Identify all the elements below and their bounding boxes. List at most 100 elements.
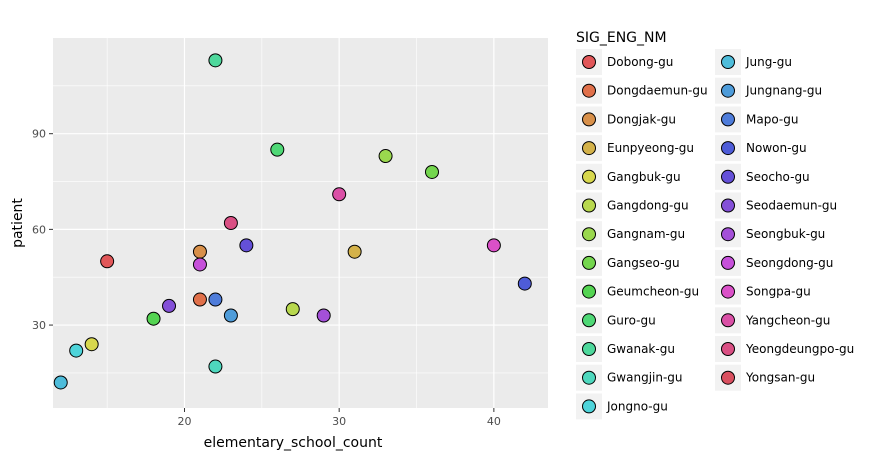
legend-label: Gwangjin-gu: [607, 371, 683, 385]
point-dobong-gu: [100, 254, 115, 269]
legend-title: SIG_ENG_NM: [576, 30, 667, 46]
y-axis-title: patient: [10, 198, 26, 248]
point-gangnam-gu: [378, 149, 393, 164]
legend-key: [721, 255, 735, 270]
point-dongjak-gu: [192, 244, 207, 259]
legend-item-yongsan-gu: Yongsan-gu: [715, 364, 815, 391]
legend-label: Jungnang-gu: [745, 84, 822, 98]
legend-key: [721, 227, 735, 242]
legend-item-gwanak-gu: Gwanak-gu: [576, 336, 675, 362]
legend-item-jungnang-gu: Jungnang-gu: [715, 77, 822, 104]
legend-label: Gwanak-gu: [607, 342, 675, 356]
legend-item-seongdong-gu: Seongdong-gu: [715, 249, 833, 276]
y-axis-ticks: 30 60 90: [32, 128, 53, 332]
legend-item-dongdaemun-gu: Dongdaemun-gu: [576, 77, 708, 104]
legend-item-dobong-gu: Dobong-gu: [576, 49, 673, 75]
legend-item-gangdong-gu: Gangdong-gu: [576, 192, 689, 219]
point-eunpyeong-gu: [347, 244, 362, 259]
point-seodaemun-gu: [162, 298, 177, 313]
legend-key: [582, 83, 596, 98]
legend-label: Jung-gu: [745, 55, 792, 69]
legend-key: [582, 255, 596, 270]
point-dongdaemun-gu: [192, 292, 207, 307]
point-geumcheon-gu: [146, 311, 161, 326]
legend-label: Gangbuk-gu: [607, 170, 681, 184]
point-gwanak-gu: [208, 53, 223, 68]
point-jongno-gu: [69, 343, 84, 358]
legend-key: [582, 169, 596, 184]
point-gangdong-gu: [285, 302, 300, 317]
legend-item-seocho-gu: Seocho-gu: [715, 163, 810, 190]
legend-label: Dongjak-gu: [607, 112, 676, 126]
legend-item-jongno-gu: Jongno-gu: [576, 393, 668, 420]
legend-item-gangbuk-gu: Gangbuk-gu: [576, 163, 681, 190]
legend-item-guro-gu: Guro-gu: [576, 307, 656, 334]
legend-key: [582, 141, 596, 156]
legend-label: Gangseo-gu: [607, 256, 680, 270]
legend-item-gwangjin-gu: Gwangjin-gu: [576, 364, 683, 391]
legend-label: Dobong-gu: [607, 55, 673, 69]
y-tick-label: 60: [32, 223, 46, 236]
legend-item-jung-gu: Jung-gu: [715, 49, 792, 75]
legend-label: Seongdong-gu: [746, 256, 833, 270]
legend-key: [582, 55, 596, 69]
legend-key: [721, 284, 735, 299]
point-gangseo-gu: [424, 164, 439, 179]
point-gwangjin-gu: [208, 359, 223, 374]
legend-item-mapo-gu: Mapo-gu: [715, 106, 798, 133]
legend-label: Geumcheon-gu: [607, 285, 699, 299]
legend-key: [582, 399, 596, 414]
legend-item-yangcheon-gu: Yangcheon-gu: [715, 307, 830, 334]
point-guro-gu: [270, 142, 285, 157]
x-axis-ticks: 20 30 40: [177, 408, 501, 428]
y-tick-label: 90: [32, 128, 46, 141]
legend-key: [721, 112, 735, 127]
point-jungnang-gu: [223, 308, 238, 323]
legend-item-seongbuk-gu: Seongbuk-gu: [715, 221, 825, 248]
x-tick-label: 30: [332, 415, 346, 428]
legend-label: Nowon-gu: [746, 141, 807, 155]
legend-label: Gangdong-gu: [607, 199, 689, 213]
point-seongdong-gu: [192, 257, 207, 272]
legend-label: Seongbuk-gu: [746, 227, 825, 241]
point-yangcheon-gu: [332, 187, 347, 202]
major-gridlines: [53, 38, 548, 408]
legend-key: [721, 169, 735, 184]
legend-label: Yangcheon-gu: [745, 313, 830, 327]
y-tick-label: 30: [32, 319, 46, 332]
x-tick-label: 40: [487, 415, 501, 428]
plot-panel: [53, 38, 548, 408]
point-jung-gu: [53, 375, 68, 390]
minor-gridlines: [53, 38, 548, 408]
legend-item-songpa-gu: Songpa-gu: [715, 278, 811, 305]
legend-label: Mapo-gu: [746, 112, 798, 126]
legend-item-seodaemun-gu: Seodaemun-gu: [715, 192, 837, 219]
legend-key: [721, 141, 735, 156]
point-mapo-gu: [208, 292, 223, 307]
legend-label: Gangnam-gu: [607, 227, 685, 241]
data-points: [53, 53, 532, 390]
legend-key: [582, 342, 596, 356]
legend-key: [721, 370, 735, 385]
legend-label: Guro-gu: [607, 313, 656, 327]
legend-item-geumcheon-gu: Geumcheon-gu: [576, 278, 699, 305]
point-nowon-gu: [517, 276, 532, 291]
point-yeongdeungpo-gu: [223, 216, 238, 230]
legend-label: Yongsan-gu: [745, 371, 815, 385]
point-seongbuk-gu: [316, 308, 331, 323]
legend-item-gangseo-gu: Gangseo-gu: [576, 249, 680, 276]
legend: SIG_ENG_NM Dobong-gu Dongdaemun-gu Dongjak…: [576, 30, 854, 420]
legend-label: Dongdaemun-gu: [607, 84, 708, 98]
legend-key: [721, 313, 735, 328]
legend-label: Jongno-gu: [606, 399, 668, 413]
legend-label: Eunpyeong-gu: [607, 141, 694, 155]
legend-key: [721, 342, 735, 356]
legend-label: Yeongdeungpo-gu: [745, 342, 854, 356]
legend-key: [582, 370, 596, 385]
x-axis-title: elementary_school_count: [204, 435, 383, 451]
legend-item-yeongdeungpo-gu: Yeongdeungpo-gu: [715, 336, 854, 362]
legend-item-nowon-gu: Nowon-gu: [715, 135, 807, 162]
legend-label: Seodaemun-gu: [746, 199, 837, 213]
legend-key: [721, 83, 735, 98]
